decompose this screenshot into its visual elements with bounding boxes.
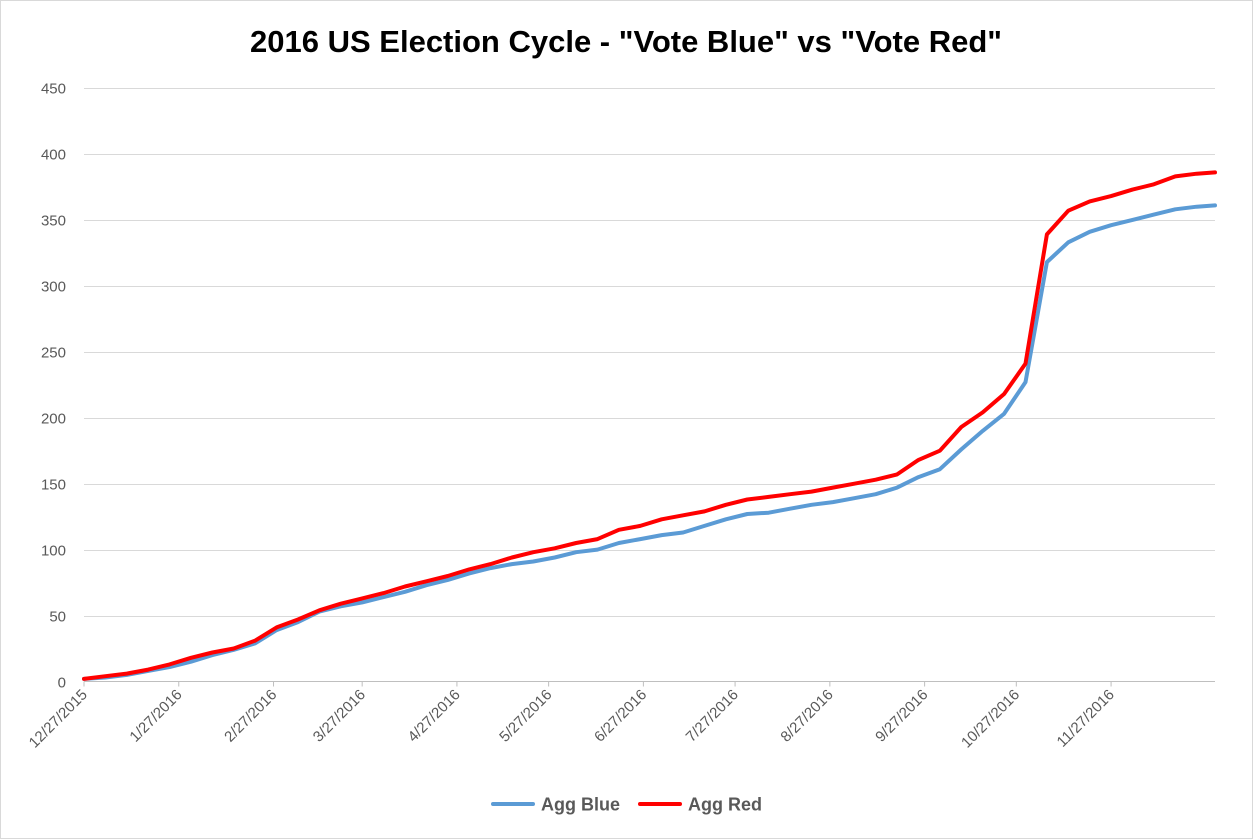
x-tick-label: 12/27/2015 bbox=[26, 686, 91, 751]
y-tick-label: 200 bbox=[41, 411, 66, 428]
gridlines bbox=[84, 88, 1215, 617]
x-tick-label: 9/27/2016 bbox=[872, 686, 931, 745]
x-axis-ticks: 12/27/2015 1/27/2016 2/27/2016 3/27/2016 4/2… bbox=[26, 681, 1118, 751]
y-axis-ticks: 0 50 100 150 200 250 300 350 400 450 bbox=[41, 81, 66, 692]
y-tick-label: 450 bbox=[41, 81, 66, 98]
y-tick-label: 150 bbox=[41, 477, 66, 494]
x-tick-label: 6/27/2016 bbox=[591, 686, 650, 745]
x-tick-label: 8/27/2016 bbox=[777, 686, 836, 745]
legend-label: Agg Red bbox=[688, 795, 762, 815]
x-tick-label: 2/27/2016 bbox=[221, 686, 280, 745]
legend-label: Agg Blue bbox=[541, 795, 620, 815]
y-tick-label: 100 bbox=[41, 543, 66, 560]
y-tick-label: 50 bbox=[49, 609, 66, 626]
series-line-agg-blue bbox=[82, 203, 1217, 681]
chart-title: 2016 US Election Cycle - "Vote Blue" vs … bbox=[250, 24, 1002, 59]
y-tick-label: 0 bbox=[58, 675, 66, 692]
legend-item-agg-blue: Agg Blue bbox=[491, 795, 620, 815]
legend: Agg Blue Agg Red bbox=[491, 795, 762, 815]
x-tick-label: 5/27/2016 bbox=[496, 686, 555, 745]
series-line-agg-red bbox=[82, 170, 1217, 681]
y-tick-label: 300 bbox=[41, 279, 66, 296]
x-tick-label: 4/27/2016 bbox=[405, 686, 464, 745]
x-tick-label: 1/27/2016 bbox=[126, 686, 185, 745]
x-tick-label: 10/27/2016 bbox=[958, 686, 1023, 751]
x-tick-label: 7/27/2016 bbox=[683, 686, 742, 745]
y-tick-label: 350 bbox=[41, 213, 66, 230]
x-tick-label: 11/27/2016 bbox=[1054, 686, 1118, 750]
y-tick-label: 250 bbox=[41, 345, 66, 362]
x-tick-label: 3/27/2016 bbox=[310, 686, 369, 745]
legend-item-agg-red: Agg Red bbox=[638, 795, 762, 815]
y-tick-label: 400 bbox=[41, 147, 66, 164]
series-lines bbox=[82, 170, 1217, 681]
